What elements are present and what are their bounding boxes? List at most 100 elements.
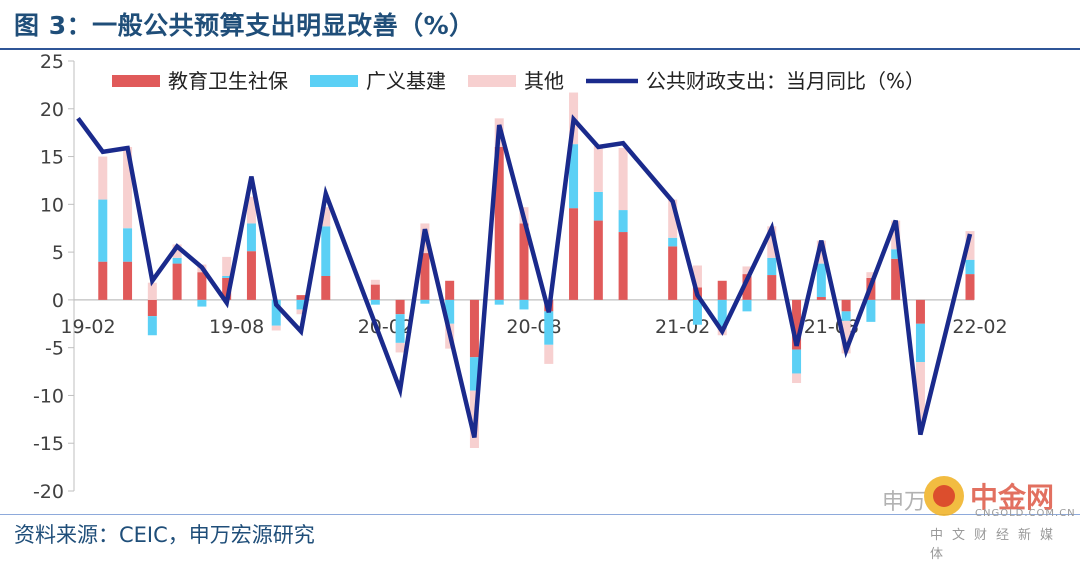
bar-segment (98, 156, 108, 200)
bar-segment (246, 223, 256, 252)
bar-segment (965, 259, 975, 275)
watermark-subtitle: 中文财经新媒体 (930, 528, 1063, 562)
x-tick-label: 21-02 (655, 316, 710, 338)
bar-segment (296, 309, 306, 315)
bar-segment (370, 279, 380, 285)
bar-segment (246, 251, 256, 300)
bar-segment (668, 199, 678, 238)
bar-segment (123, 228, 133, 262)
source-note: 资料来源：CEIC，申万宏源研究 (14, 523, 315, 547)
bar-segment (742, 274, 752, 300)
watermark-url: CNGOLD.COM.CN (975, 508, 1076, 519)
bar-segment (222, 256, 232, 276)
bar-segment (544, 344, 554, 364)
y-tick-label: 10 (40, 194, 64, 216)
bar-segment (98, 261, 108, 300)
bar-segment (915, 299, 925, 324)
bar-segment (569, 208, 579, 300)
bar-segment (420, 253, 430, 300)
bar-segment (296, 299, 306, 310)
bar-segment (222, 276, 232, 278)
bar-segment (469, 357, 479, 391)
y-tick-label: 25 (40, 51, 64, 73)
y-tick-label: -15 (33, 433, 64, 455)
bar-segment (742, 266, 752, 275)
bar-segment (915, 362, 925, 422)
x-tick-label: 19-08 (209, 316, 264, 338)
bar-segment (469, 299, 479, 358)
bar-segment (965, 231, 975, 260)
bar-segment (321, 276, 331, 300)
series-line (76, 114, 973, 439)
legend-group: 教育卫生社保 广义基建 其他 公共财政支出：当月同比（%） (112, 69, 925, 93)
line-group (76, 114, 973, 439)
legend-label: 其他 (524, 69, 564, 93)
watermark-site: 中金网 (970, 481, 1055, 514)
legend-label: 公共财政支出：当月同比（%） (646, 69, 925, 93)
bar-segment (296, 295, 306, 300)
bar-segment (816, 297, 826, 300)
bar-segment (123, 147, 133, 229)
bar-segment (866, 272, 876, 278)
legend-swatch (310, 75, 358, 87)
x-tick-label: 20-08 (506, 316, 561, 338)
bar-segment (395, 314, 405, 343)
bar-segment (816, 240, 826, 264)
watermark-prefix: 申万 (882, 490, 927, 515)
bar-segment (197, 299, 207, 307)
legend-swatch (112, 75, 160, 87)
y-tick-label: 20 (40, 99, 64, 121)
bar-segment (172, 244, 182, 258)
bar-segment (965, 274, 975, 300)
bar-segment (841, 311, 851, 321)
bar-segment (816, 263, 826, 298)
bar-segment (321, 226, 331, 276)
bar-segment (544, 311, 554, 345)
chart-canvas: 25 20 15 10 5 0 -5 -10 -15 -20 19-02 19-08 20-02 20-0… (33, 51, 1008, 503)
bar-segment (593, 146, 603, 192)
bar-segment (147, 299, 157, 317)
y-tick-label: -10 (33, 385, 64, 407)
bar-segment (420, 299, 430, 304)
bar-segment (172, 263, 182, 300)
bar-segment (866, 299, 876, 322)
bar-segment (222, 277, 232, 300)
bar-segment (246, 196, 256, 224)
bar-segment (668, 237, 678, 247)
bar-segment (395, 299, 405, 315)
bar-segment (197, 272, 207, 300)
legend-label: 教育卫生社保 (168, 69, 288, 93)
bar-segment (123, 261, 133, 300)
bar-segment (891, 258, 901, 300)
bar-segment (767, 257, 777, 276)
title-divider (0, 48, 1080, 50)
bar-segment (668, 246, 678, 300)
bar-segment (519, 223, 529, 300)
bar-segment (494, 299, 504, 305)
bar-segment (395, 342, 405, 353)
bar-segment (593, 220, 603, 300)
bar-segment (915, 323, 925, 362)
x-tick-label: 22-02 (952, 316, 1007, 338)
bar-segment (717, 299, 727, 329)
bar-segment (767, 275, 777, 300)
bar-segment (593, 191, 603, 221)
bar-segment (618, 147, 628, 211)
bar-segment (98, 199, 108, 262)
bar-segment (445, 280, 455, 300)
bar-segment (271, 325, 281, 331)
bar-segment (841, 320, 851, 354)
bar-segment (271, 299, 281, 326)
watermark-logo-inner-icon (933, 485, 955, 507)
y-tick-label: 0 (52, 290, 64, 312)
bar-segment (321, 207, 331, 227)
bar-segment (618, 210, 628, 233)
y-tick-label: 15 (40, 147, 64, 169)
bar-segment (172, 257, 182, 264)
bar-segment (147, 282, 157, 300)
bar-segment (692, 299, 702, 325)
bar-segment (891, 249, 901, 259)
bar-segment (792, 299, 802, 350)
bar-segment (147, 316, 157, 336)
x-tick-label: 20-02 (358, 316, 413, 338)
